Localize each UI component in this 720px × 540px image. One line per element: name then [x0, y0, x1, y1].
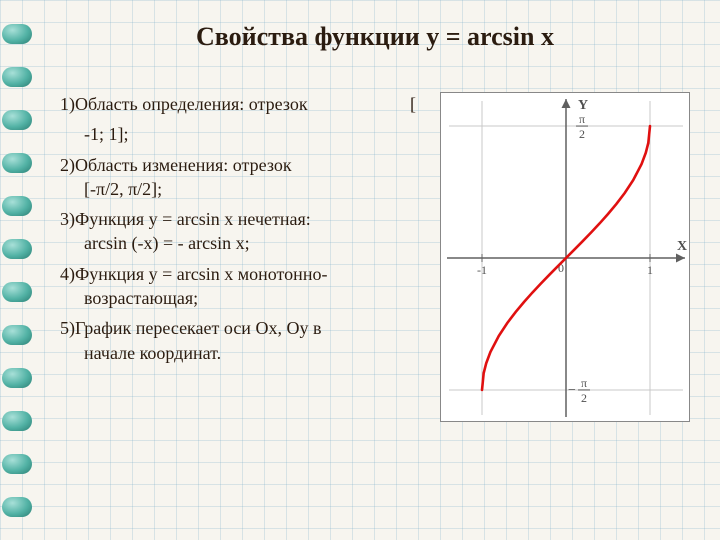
prop4-cont: возрастающая; [60, 286, 422, 310]
prop5-cont: начале координат. [60, 341, 422, 365]
prop3-lead: 3)Функция у = arcsin x нечетная: [60, 209, 311, 229]
svg-text:2: 2 [581, 391, 587, 405]
property-1: 1)Область определения: отрезок [ [60, 92, 422, 116]
property-3: 3)Функция у = arcsin x нечетная: arcsin … [60, 207, 422, 256]
svg-text:π: π [579, 112, 585, 126]
prop4-lead: 4)Функция у = arcsin x монотонно- [60, 264, 327, 284]
prop3-cont: arcsin (-x) = - arcsin x; [60, 231, 422, 255]
property-4: 4)Функция у = arcsin x монотонно- возрас… [60, 262, 422, 311]
page-title: Свойства функции у = arcsin x [60, 22, 690, 52]
svg-text:2: 2 [579, 127, 585, 141]
property-2: 2)Область изменения: отрезок [-π/2, π/2]… [60, 153, 422, 202]
properties-list: 1)Область определения: отрезок [ -1; 1];… [60, 92, 422, 422]
prop1-lead: 1)Область определения: отрезок [60, 92, 308, 116]
prop2-lead: 2)Область изменения: отрезок [60, 155, 292, 175]
slide-content: Свойства функции у = arcsin x 1)Область … [0, 0, 720, 540]
prop1-bracket: [ [410, 92, 422, 116]
svg-text:Y: Y [578, 98, 588, 113]
svg-text:-1: -1 [477, 263, 487, 277]
arcsin-chart: -11π2π2−YX0 [440, 92, 690, 422]
svg-text:1: 1 [647, 263, 653, 277]
svg-text:−: − [568, 383, 576, 398]
svg-text:X: X [677, 239, 687, 254]
prop5-lead: 5)График пересекает оси Ох, Оу в [60, 318, 321, 338]
svg-text:π: π [581, 376, 587, 390]
prop1-cont: -1; 1]; [60, 122, 422, 146]
prop2-cont: [-π/2, π/2]; [60, 177, 422, 201]
property-5: 5)График пересекает оси Ох, Оу в начале … [60, 316, 422, 365]
